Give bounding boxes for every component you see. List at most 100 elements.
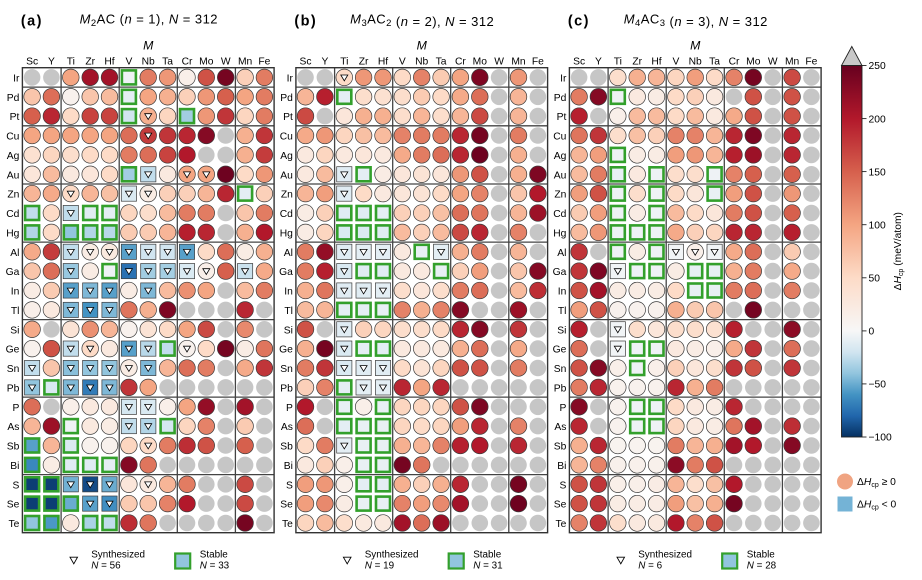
svg-text:Mn: Mn	[785, 56, 800, 67]
svg-text:250: 250	[869, 61, 886, 72]
svg-text:Sn: Sn	[554, 364, 567, 375]
svg-text:Zr: Zr	[359, 56, 369, 67]
svg-text:Fe: Fe	[532, 56, 544, 67]
svg-text:Au: Au	[554, 170, 567, 181]
svg-text:Stable: Stable	[747, 550, 776, 561]
svg-text:Ti: Ti	[614, 56, 622, 67]
svg-text:In: In	[284, 287, 293, 298]
svg-text:Mn: Mn	[238, 56, 253, 67]
svg-text:As: As	[281, 422, 293, 433]
svg-text:W: W	[768, 56, 778, 67]
svg-text:−100: −100	[869, 433, 892, 444]
svg-text:ΔHcp < 0: ΔHcp < 0	[857, 500, 896, 512]
svg-text:Tl: Tl	[284, 306, 293, 317]
svg-text:Ag: Ag	[7, 151, 20, 162]
svg-text:Ti: Ti	[67, 56, 75, 67]
svg-text:W: W	[494, 56, 504, 67]
svg-text:Pt: Pt	[10, 112, 20, 123]
svg-text:Cr: Cr	[455, 56, 466, 67]
svg-text:Ga: Ga	[279, 267, 293, 278]
svg-text:Se: Se	[7, 500, 20, 511]
svg-text:Cd: Cd	[6, 209, 19, 220]
svg-text:Ge: Ge	[6, 345, 20, 356]
svg-text:Te: Te	[556, 519, 567, 530]
svg-text:Pt: Pt	[557, 112, 567, 123]
svg-text:Cr: Cr	[729, 56, 740, 67]
svg-text:M: M	[143, 39, 154, 53]
svg-text:Ta: Ta	[436, 56, 447, 67]
svg-text:Mo: Mo	[473, 56, 488, 67]
svg-text:S: S	[560, 480, 567, 491]
svg-text:Ta: Ta	[709, 56, 720, 67]
svg-text:Synthesized: Synthesized	[91, 550, 145, 561]
svg-text:Cu: Cu	[553, 132, 566, 143]
svg-text:M: M	[417, 39, 428, 53]
svg-text:Ge: Ge	[279, 345, 293, 356]
svg-text:(b): (b)	[294, 14, 317, 30]
svg-text:As: As	[554, 422, 566, 433]
svg-text:Cu: Cu	[6, 132, 19, 143]
svg-text:Cd: Cd	[553, 209, 566, 220]
svg-text:Synthesized: Synthesized	[638, 550, 692, 561]
svg-text:Se: Se	[280, 500, 293, 511]
svg-text:Sn: Sn	[7, 364, 20, 375]
svg-text:Ge: Ge	[553, 345, 567, 356]
svg-text:Mo: Mo	[199, 56, 214, 67]
svg-text:Zr: Zr	[632, 56, 642, 67]
svg-text:Si: Si	[10, 325, 19, 336]
svg-text:Mo: Mo	[746, 56, 761, 67]
svg-text:Pd: Pd	[554, 93, 567, 104]
svg-text:150: 150	[869, 167, 886, 178]
svg-text:Ga: Ga	[6, 267, 20, 278]
svg-text:Hf: Hf	[651, 56, 661, 67]
svg-text:Tl: Tl	[11, 306, 20, 317]
svg-text:Hg: Hg	[6, 228, 19, 239]
svg-text:Au: Au	[280, 170, 293, 181]
svg-text:N = 6: N = 6	[638, 561, 662, 572]
svg-text:P: P	[560, 403, 567, 414]
svg-text:As: As	[7, 422, 19, 433]
svg-text:Zn: Zn	[281, 190, 293, 201]
svg-text:V: V	[125, 56, 132, 67]
svg-text:0: 0	[869, 327, 875, 338]
svg-text:Sn: Sn	[280, 364, 293, 375]
svg-text:Bi: Bi	[557, 461, 566, 472]
svg-text:Stable: Stable	[200, 550, 229, 561]
svg-text:Si: Si	[557, 325, 566, 336]
svg-text:In: In	[11, 287, 20, 298]
svg-text:Al: Al	[284, 248, 293, 259]
svg-text:Pb: Pb	[280, 383, 293, 394]
svg-text:Hg: Hg	[553, 228, 566, 239]
svg-text:M3AC2 (n = 2), N = 312: M3AC2 (n = 2), N = 312	[350, 11, 494, 29]
svg-text:Te: Te	[282, 519, 293, 530]
svg-text:Nb: Nb	[415, 56, 428, 67]
svg-text:Bi: Bi	[10, 461, 19, 472]
svg-text:Se: Se	[554, 500, 567, 511]
svg-text:N = 28: N = 28	[747, 561, 777, 572]
svg-text:Sb: Sb	[7, 442, 20, 453]
svg-text:Pb: Pb	[554, 383, 567, 394]
svg-text:100: 100	[869, 220, 886, 231]
svg-text:P: P	[286, 403, 293, 414]
svg-text:Ir: Ir	[287, 73, 294, 84]
svg-text:Al: Al	[557, 248, 566, 259]
svg-text:V: V	[672, 56, 679, 67]
svg-text:(c): (c)	[568, 14, 590, 30]
svg-text:Synthesized: Synthesized	[365, 550, 419, 561]
svg-text:Sc: Sc	[26, 56, 38, 67]
svg-text:Sc: Sc	[573, 56, 585, 67]
svg-text:Ti: Ti	[340, 56, 348, 67]
svg-text:S: S	[13, 480, 20, 491]
svg-text:200: 200	[869, 114, 886, 125]
svg-text:S: S	[286, 480, 293, 491]
svg-text:Cr: Cr	[182, 56, 193, 67]
svg-text:Zn: Zn	[554, 190, 566, 201]
svg-text:Ag: Ag	[554, 151, 567, 162]
svg-text:Sb: Sb	[554, 442, 567, 453]
svg-text:Ir: Ir	[13, 73, 20, 84]
svg-text:50: 50	[869, 274, 881, 285]
svg-text:Pb: Pb	[7, 383, 20, 394]
svg-text:Cu: Cu	[280, 132, 293, 143]
svg-text:P: P	[13, 403, 20, 414]
svg-text:−50: −50	[869, 380, 887, 391]
